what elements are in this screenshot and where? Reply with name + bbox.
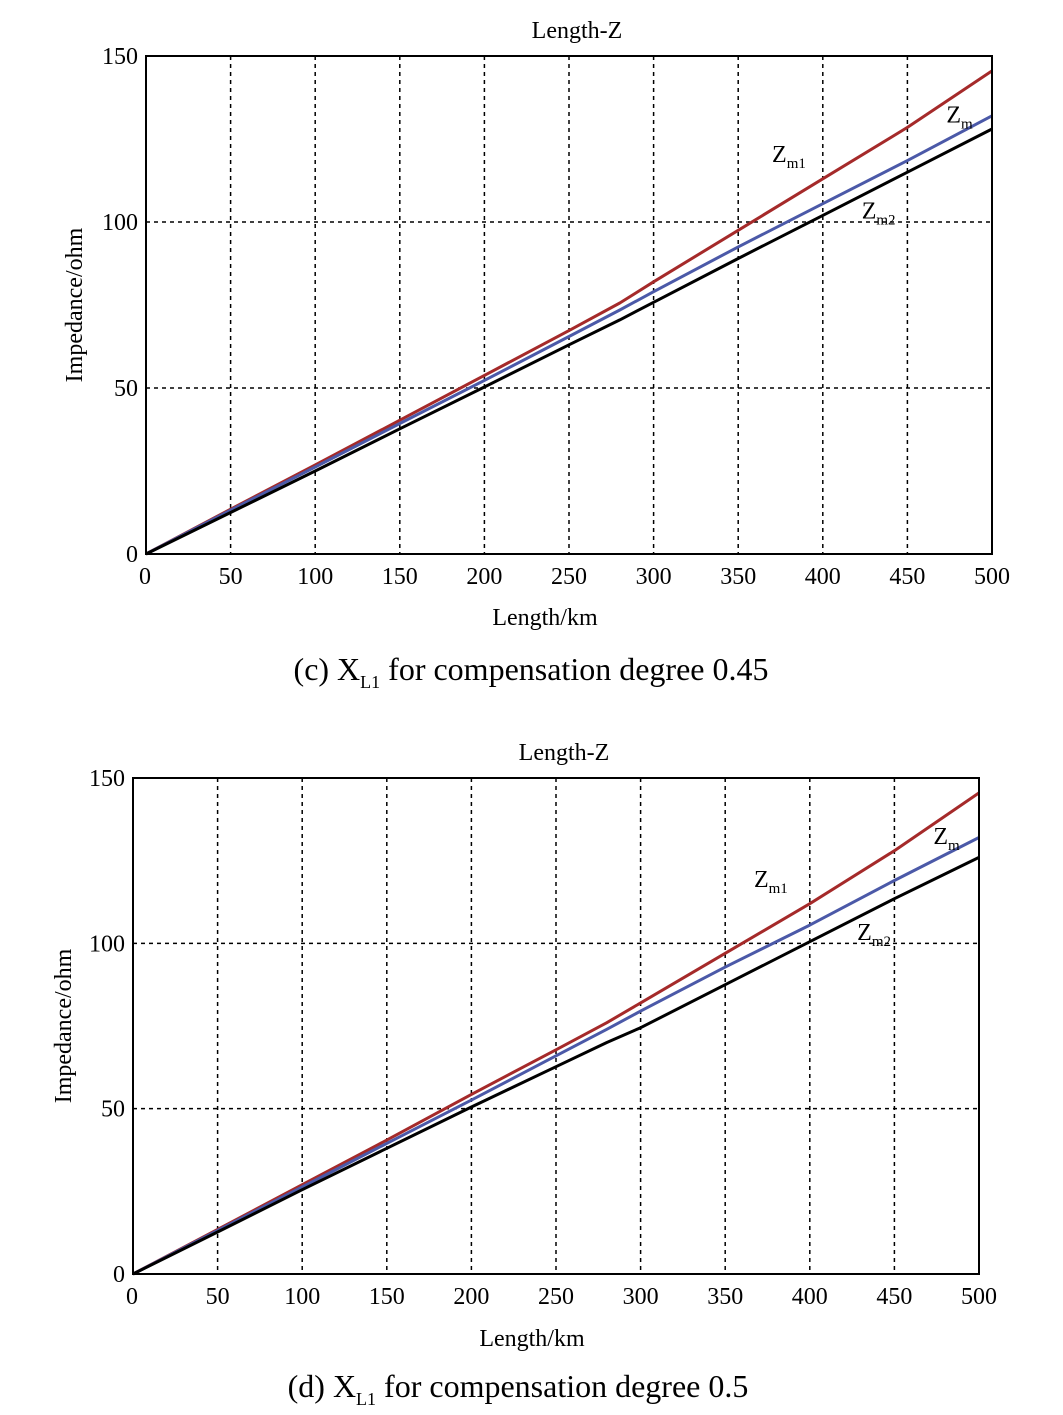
x-tick-label: 500 (961, 1284, 997, 1310)
y-tick-label: 0 (113, 1262, 125, 1288)
curve-annotation-zm2: Zm2 (862, 199, 896, 229)
x-tick-label: 400 (805, 564, 841, 590)
figure-caption: (d) XL1 for compensation degree 0.5 (288, 1368, 749, 1409)
y-tick-label: 100 (102, 210, 138, 236)
x-tick-label: 0 (126, 1284, 138, 1310)
y-tick-label: 0 (126, 542, 138, 568)
chart-c: 0 50 100 150 200 250 300 350 400 450 500 0 50 100 150 L… (62, 18, 1010, 692)
curve-annotation-zm: Zm (946, 102, 973, 132)
series-line-zm2 (145, 127, 993, 556)
x-tick-label: 0 (139, 564, 151, 590)
x-tick-label: 100 (297, 564, 333, 590)
x-tick-label: 450 (876, 1284, 912, 1310)
y-tick-label: 50 (114, 376, 138, 402)
plot-frame (132, 777, 980, 1275)
x-tick-label: 450 (889, 564, 925, 590)
x-tick-label: 150 (369, 1284, 405, 1310)
figure-caption: (c) XL1 for compensation degree 0.45 (294, 651, 769, 692)
x-tick-label: 150 (382, 564, 418, 590)
x-tick-label: 250 (551, 564, 587, 590)
chart-panel-c: 0 50 100 150 200 250 300 350 400 450 500 0 50 100 150 L… (0, 0, 1063, 700)
series-line-zm1 (145, 69, 993, 556)
series-line-zm2 (132, 856, 980, 1276)
x-tick-label: 50 (219, 564, 243, 590)
chart-title: Length-Z (519, 740, 610, 766)
x-tick-label: 250 (538, 1284, 574, 1310)
y-axis-label: Impedance/ohm (62, 227, 88, 382)
x-tick-label: 50 (206, 1284, 230, 1310)
series-line-zm (145, 114, 993, 556)
y-axis-label: Impedance/ohm (51, 948, 77, 1103)
y-tick-label: 150 (89, 766, 125, 792)
x-tick-label: 350 (720, 564, 756, 590)
curve-annotation-zm: Zm (933, 824, 960, 854)
chart-panel-d: 0 50 100 150 200 250 300 350 400 450 500 0 50 100 150 L… (0, 722, 1063, 1415)
y-tick-label: 150 (102, 44, 138, 70)
curve-annotation-zm1: Zm1 (754, 867, 788, 897)
x-tick-label: 500 (974, 564, 1010, 590)
x-tick-label: 200 (466, 564, 502, 590)
curve-annotation-zm2: Zm2 (857, 920, 891, 950)
x-tick-label: 400 (792, 1284, 828, 1310)
chart-title: Length-Z (532, 18, 623, 44)
series-line-zm (132, 836, 980, 1276)
x-tick-label: 300 (623, 1284, 659, 1310)
x-tick-label: 100 (284, 1284, 320, 1310)
y-tick-label: 100 (89, 931, 125, 957)
x-tick-label: 300 (636, 564, 672, 590)
x-axis-label: Length/km (492, 605, 598, 631)
plot-frame (145, 55, 993, 555)
series-line-zm1 (132, 791, 980, 1276)
curve-annotation-zm1: Zm1 (772, 142, 806, 172)
x-tick-label: 350 (707, 1284, 743, 1310)
x-axis-label: Length/km (479, 1326, 585, 1352)
chart-d: 0 50 100 150 200 250 300 350 400 450 500 0 50 100 150 L… (51, 740, 997, 1409)
y-tick-label: 50 (101, 1097, 125, 1123)
x-tick-label: 200 (453, 1284, 489, 1310)
